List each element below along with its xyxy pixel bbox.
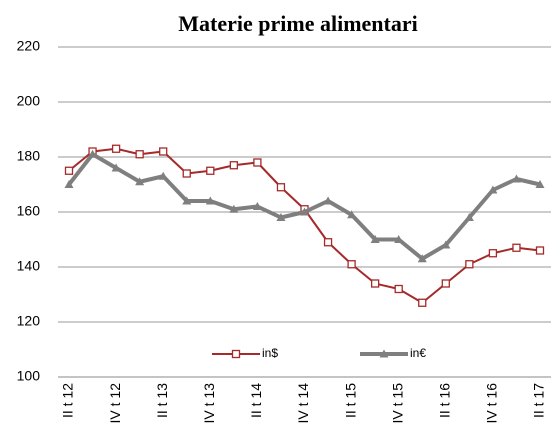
marker [111,144,121,153]
marker [159,147,168,156]
marker [535,180,545,188]
marker [111,163,121,172]
marker [347,260,356,269]
y-tick-label: 160 [17,203,41,219]
marker [323,196,333,205]
marker [394,284,403,294]
x-tick-label: IV t 16 [484,383,500,424]
y-tick-label: 180 [17,148,41,164]
x-tick-label: II t 16 [437,383,453,418]
x-tick-label: II t 12 [60,383,76,418]
marker [229,161,239,170]
x-tick-label: II t 13 [154,383,170,418]
marker [418,298,427,307]
marker [88,149,98,158]
marker [323,238,333,247]
marker [535,246,545,255]
marker [370,235,380,243]
marker [135,150,144,159]
marker [276,183,286,192]
y-tick-label: 100 [17,368,41,384]
x-tick-label: II t 15 [342,383,358,418]
y-tick-label: 120 [17,313,41,329]
marker [511,174,521,183]
marker [158,171,168,180]
x-tick-label: II t 17 [531,383,547,418]
marker [182,196,192,205]
marker [64,166,74,175]
marker [276,213,286,221]
marker [206,166,215,175]
marker [417,254,427,263]
legend-marker [379,349,389,358]
marker [182,169,191,178]
marker [253,158,262,167]
marker [441,279,450,288]
series-line [68,147,541,304]
marker [252,202,262,210]
marker [488,185,498,194]
marker [135,177,145,186]
marker [394,235,404,243]
legend-marker [231,349,241,359]
x-tick-label: II t 14 [248,383,264,418]
marker [300,207,309,216]
x-tick-label: IV t 14 [295,383,311,424]
y-tick-label: 220 [17,38,41,54]
legend-label: in€ [410,346,426,360]
marker [370,279,380,288]
legend-label: in$ [262,346,278,360]
marker [205,196,215,205]
x-tick-label: IV t 13 [201,383,217,424]
marker [229,204,239,213]
y-tick-label: 140 [17,258,41,274]
marker [464,213,474,221]
x-tick-label: IV t 12 [107,383,123,424]
marker [441,240,451,249]
x-tick-label: IV t 15 [389,383,405,424]
y-tick-label: 200 [17,93,41,109]
marker [64,180,74,188]
marker [465,260,474,269]
marker [347,210,357,219]
marker [488,249,498,258]
marker [512,243,521,252]
chart-title: Materie prime alimentari [178,11,417,36]
